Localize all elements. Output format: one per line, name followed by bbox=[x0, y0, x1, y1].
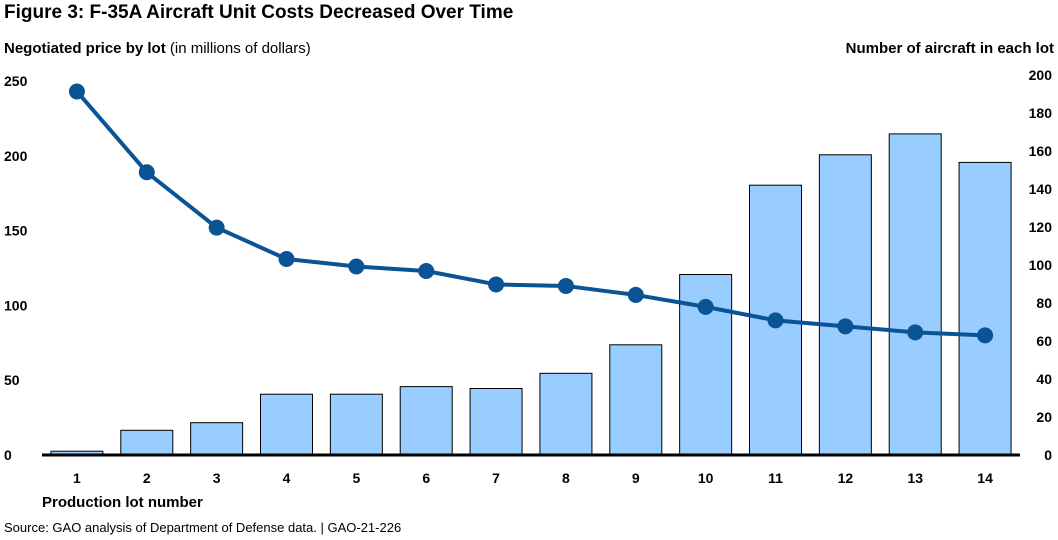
price-point-lot-11 bbox=[767, 312, 784, 329]
bar-lot-3 bbox=[190, 422, 244, 456]
y-right-tick: 200 bbox=[1029, 67, 1053, 83]
price-point-lot-14 bbox=[977, 327, 994, 344]
x-tick: 5 bbox=[352, 470, 360, 486]
price-point-lot-12 bbox=[837, 318, 854, 335]
y-left-axis-label-main: Negotiated price by lot bbox=[4, 40, 166, 57]
y-right-tick: 140 bbox=[1029, 181, 1053, 197]
y-right-tick: 180 bbox=[1029, 105, 1053, 121]
bar-lot-6 bbox=[399, 386, 453, 456]
bar-lot-9 bbox=[609, 344, 663, 456]
y-right-tick: 0 bbox=[1044, 447, 1052, 463]
x-tick: 11 bbox=[768, 470, 783, 486]
bar-lot-13 bbox=[888, 133, 942, 456]
y-left-tick: 250 bbox=[4, 73, 28, 89]
bar-lot-7 bbox=[469, 388, 523, 456]
bar-lot-12 bbox=[818, 154, 872, 456]
y-right-tick: 160 bbox=[1029, 143, 1053, 159]
bar-lot-4 bbox=[260, 393, 313, 456]
price-point-lot-9 bbox=[627, 286, 644, 303]
y-left-tick: 200 bbox=[4, 148, 28, 164]
y-left-axis-label: Negotiated price by lot (in millions of … bbox=[4, 40, 311, 57]
x-tick: 1 bbox=[73, 470, 81, 486]
x-axis-label: Production lot number bbox=[42, 494, 203, 511]
y-right-tick: 80 bbox=[1036, 295, 1052, 311]
y-left-axis-label-note: (in millions of dollars) bbox=[169, 40, 311, 57]
price-line bbox=[75, 90, 986, 338]
price-point-lot-5 bbox=[348, 258, 365, 275]
x-tick: 12 bbox=[838, 470, 854, 486]
bar-lot-8 bbox=[539, 372, 593, 456]
price-point-lot-7 bbox=[488, 276, 505, 293]
y-right-tick: 20 bbox=[1036, 409, 1052, 425]
x-tick: 13 bbox=[907, 470, 923, 486]
price-point-lot-2 bbox=[138, 164, 155, 181]
bar-lot-2 bbox=[120, 429, 174, 456]
x-tick: 4 bbox=[283, 470, 291, 486]
price-point-lot-1 bbox=[68, 83, 85, 100]
y-right-tick: 40 bbox=[1036, 371, 1052, 387]
figure-title: Figure 3: F-35A Aircraft Unit Costs Decr… bbox=[4, 2, 514, 23]
x-tick: 2 bbox=[143, 470, 151, 486]
price-point-lot-4 bbox=[278, 251, 295, 268]
source-note: Source: GAO analysis of Department of De… bbox=[4, 520, 402, 535]
x-tick: 14 bbox=[977, 470, 993, 486]
y-left-tick: 150 bbox=[4, 223, 28, 239]
price-point-lot-10 bbox=[697, 298, 714, 315]
x-tick: 9 bbox=[632, 470, 640, 486]
x-tick: 6 bbox=[422, 470, 430, 486]
y-right-tick: 120 bbox=[1029, 219, 1053, 235]
y-right-tick: 100 bbox=[1029, 257, 1053, 273]
y-right-tick: 60 bbox=[1036, 333, 1052, 349]
price-point-lot-6 bbox=[418, 262, 435, 279]
y-left-tick: 50 bbox=[4, 372, 20, 388]
price-point-lot-13 bbox=[907, 324, 924, 341]
x-tick: 10 bbox=[698, 470, 714, 486]
x-tick: 7 bbox=[492, 470, 500, 486]
price-point-lot-3 bbox=[208, 219, 225, 236]
y-left-tick: 100 bbox=[4, 297, 28, 313]
bar-lot-14 bbox=[958, 161, 1012, 456]
x-tick: 8 bbox=[562, 470, 570, 486]
price-point-lot-8 bbox=[557, 277, 574, 294]
x-tick: 3 bbox=[213, 470, 221, 486]
y-left-tick: 0 bbox=[4, 447, 12, 463]
bar-lot-5 bbox=[329, 393, 383, 456]
y-right-axis-label: Number of aircraft in each lot bbox=[845, 40, 1054, 57]
